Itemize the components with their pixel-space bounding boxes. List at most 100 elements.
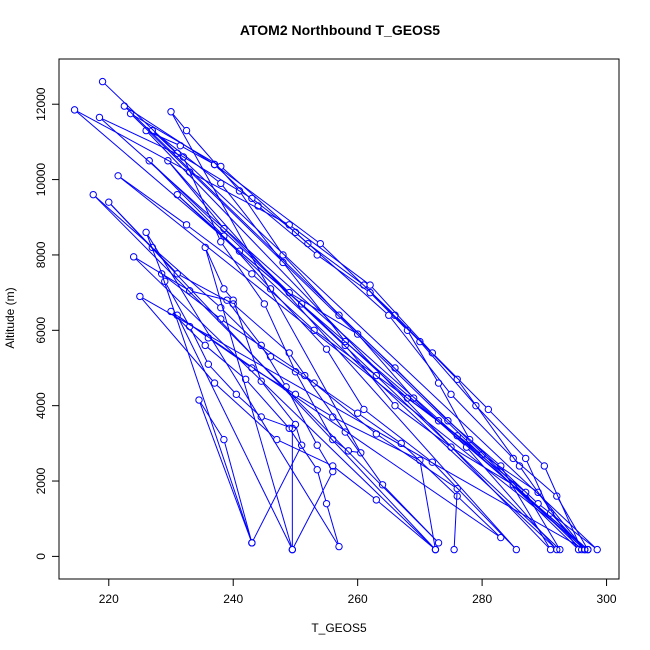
series-segment <box>295 427 302 443</box>
x-tick-label: 220 <box>99 592 119 606</box>
series-segment <box>135 258 434 548</box>
data-point <box>512 545 521 554</box>
series-segment <box>421 343 475 404</box>
series-segment <box>265 306 295 370</box>
series-segment <box>458 381 518 464</box>
data-point <box>353 409 362 417</box>
data-point <box>217 238 225 246</box>
data-point <box>148 126 157 135</box>
series-segment <box>223 320 303 375</box>
data-point <box>220 435 228 444</box>
series-segment <box>539 494 584 548</box>
data-point <box>89 190 97 199</box>
data-point <box>204 334 213 342</box>
series-segment <box>169 162 223 227</box>
series-segment <box>279 440 331 466</box>
data-point <box>201 243 209 252</box>
x-axis-label: T_GEOS5 <box>311 621 367 635</box>
series-segment <box>366 410 431 461</box>
series-segment <box>318 447 332 470</box>
series-segment <box>169 162 515 548</box>
data-point <box>329 413 337 421</box>
data-point <box>148 243 157 252</box>
series-segment <box>216 166 257 205</box>
series-segment <box>371 287 431 351</box>
data-point <box>291 420 300 429</box>
series-segment <box>526 494 559 548</box>
series-segment <box>346 347 394 404</box>
data-point <box>220 232 228 240</box>
data-point <box>157 270 166 278</box>
series-segment <box>327 351 363 407</box>
data-point <box>241 375 250 383</box>
series-segment <box>240 193 282 253</box>
data-point <box>182 221 191 229</box>
data-point <box>266 352 275 361</box>
data-point <box>173 149 181 157</box>
data-point <box>431 545 440 554</box>
series-segment <box>396 369 446 419</box>
chart-title: ATOM2 Northbound T_GEOS5 <box>240 22 440 38</box>
data-point <box>114 172 122 180</box>
data-point <box>391 364 399 372</box>
series-segment <box>190 329 208 362</box>
series-segment <box>434 464 515 548</box>
series-segment <box>340 317 394 367</box>
series-segment <box>133 114 219 166</box>
series-segment <box>104 83 176 152</box>
series-segment <box>316 331 375 375</box>
data-point <box>310 379 318 387</box>
series-segment <box>326 506 339 544</box>
data-point <box>285 288 293 297</box>
series-segment <box>408 332 438 381</box>
series-segment <box>178 317 292 547</box>
data-point <box>257 413 265 421</box>
series-segment <box>545 468 581 547</box>
data-point <box>434 417 443 425</box>
series-segment <box>346 434 382 483</box>
data-point <box>434 539 443 547</box>
data-point <box>173 311 181 319</box>
data-point <box>229 296 237 304</box>
data-point <box>248 270 256 278</box>
data-point <box>534 499 542 508</box>
data-point <box>341 341 349 350</box>
data-point <box>335 311 343 319</box>
data-point <box>357 449 365 457</box>
data-point <box>416 456 424 465</box>
series-segment <box>188 132 238 189</box>
series-segment <box>205 250 292 547</box>
series-segment <box>490 411 543 465</box>
series-segment <box>453 491 458 547</box>
series-segment <box>225 230 288 291</box>
data-point <box>201 341 209 350</box>
series-segment <box>154 132 596 548</box>
series-segment <box>291 226 368 284</box>
data-point <box>185 168 194 176</box>
series-segment <box>210 366 235 393</box>
y-tick-label: 12000 <box>34 87 48 121</box>
data-point <box>98 77 107 86</box>
series-segment <box>290 355 344 430</box>
data-point <box>509 454 517 463</box>
series-segment <box>501 468 550 548</box>
series-segment <box>188 226 250 273</box>
data-point <box>248 539 256 547</box>
series-segment <box>241 252 300 303</box>
data-point <box>217 303 225 312</box>
data-point <box>285 424 293 432</box>
data-point <box>553 492 561 500</box>
series-segment <box>222 185 282 261</box>
series-segment <box>192 291 225 300</box>
data-point <box>581 545 589 554</box>
data-point <box>185 322 194 331</box>
series-segment <box>192 173 287 224</box>
series-segment <box>316 384 356 412</box>
data-point <box>105 198 113 206</box>
data-point <box>540 462 549 470</box>
data-point <box>257 341 265 350</box>
data-point <box>353 330 362 338</box>
series-segment <box>222 309 269 355</box>
data-point <box>266 285 275 293</box>
